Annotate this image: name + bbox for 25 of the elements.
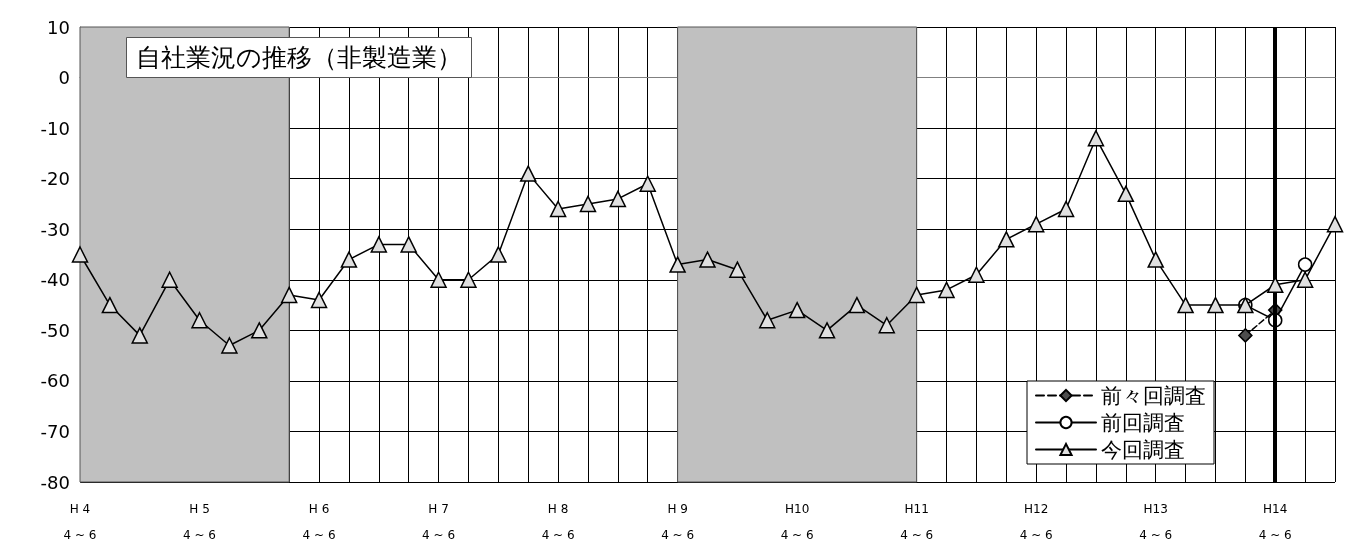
y-tick-label: -20 xyxy=(40,168,70,190)
legend-label: 前回調査 xyxy=(1101,410,1185,435)
legend-label: 今回調査 xyxy=(1101,437,1185,462)
y-tick-label: -60 xyxy=(40,370,70,392)
text: 自社業況の推移（非製造業） xyxy=(136,43,462,72)
x-tick-label: H 5 4 ~ 6 xyxy=(183,502,216,542)
x-tick-label: H 8 4 ~ 6 xyxy=(541,502,575,542)
y-tick-label: -50 xyxy=(40,319,70,341)
x-tick-label: H 9 4 ~ 6 xyxy=(661,502,695,542)
x-tick-label: H14 4 ~ 6 xyxy=(1258,502,1292,542)
y-tick-label: 0 xyxy=(58,67,70,89)
x-tick-label: H10 4 ~ 6 xyxy=(780,502,814,542)
legend-label: 前々回調査 xyxy=(1101,383,1206,408)
y-tick-label: -30 xyxy=(40,218,70,240)
x-tick-label: H13 4 ~ 6 xyxy=(1139,502,1173,542)
y-tick-label: -10 xyxy=(40,117,70,139)
x-tick-label: H 7 4 ~ 6 xyxy=(422,502,456,542)
y-tick-label: -70 xyxy=(40,420,70,442)
x-tick-label: H12 4 ~ 6 xyxy=(1019,502,1053,542)
x-tick-label: H11 4 ~ 6 xyxy=(900,502,934,542)
y-tick-label: 10 xyxy=(47,16,70,38)
x-tick-label: H 4 4 ~ 6 xyxy=(63,502,97,542)
y-tick-label: -80 xyxy=(40,471,70,493)
y-tick-label: -40 xyxy=(40,269,70,291)
x-tick-label: H 6 4 ~ 6 xyxy=(302,502,336,542)
